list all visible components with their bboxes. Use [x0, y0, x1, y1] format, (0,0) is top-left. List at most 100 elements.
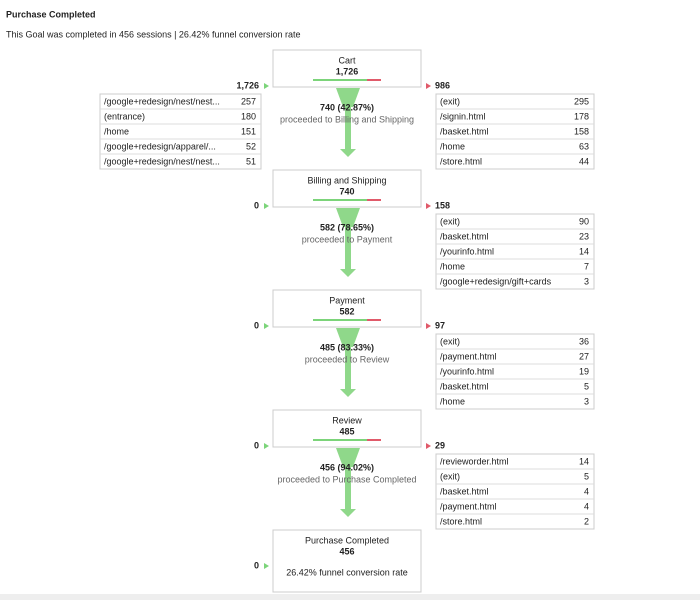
entrance-arrow	[264, 323, 269, 329]
proceed-bar	[313, 79, 367, 81]
row-value: 52	[246, 141, 256, 151]
step-box	[272, 529, 422, 593]
step-name: Purchase Completed	[305, 535, 389, 545]
entrance-arrow	[264, 203, 269, 209]
conversion-note: 26.42% funnel conversion rate	[286, 567, 408, 577]
arrow-head	[340, 509, 356, 517]
row-label: /basket.html	[440, 486, 489, 496]
step-name: Review	[332, 415, 362, 425]
table	[435, 453, 595, 530]
row-value: 151	[241, 126, 256, 136]
row-label: (exit)	[440, 216, 460, 226]
row-label: /payment.html	[440, 501, 497, 511]
funnel-shape	[336, 208, 360, 227]
proceed-count: 582 (78.65%)	[320, 222, 374, 232]
arrow-shaft	[345, 347, 351, 391]
table	[435, 333, 595, 410]
exit-arrow	[426, 443, 431, 449]
row-label: /yourinfo.html	[440, 366, 494, 376]
row-value: 5	[584, 471, 589, 481]
entrances: 0	[254, 320, 259, 330]
step-count: 740	[339, 186, 354, 196]
row-value: 44	[579, 156, 589, 166]
step-name: Payment	[329, 295, 365, 305]
row-value: 90	[579, 216, 589, 226]
step-count: 582	[339, 306, 354, 316]
row-label: /home	[440, 261, 465, 271]
row-label: /basket.html	[440, 231, 489, 241]
exits: 986	[435, 80, 450, 90]
table	[435, 93, 595, 170]
exit-arrow	[426, 83, 431, 89]
row-label: /home	[440, 141, 465, 151]
row-value: 5	[584, 381, 589, 391]
row-value: 158	[574, 126, 589, 136]
row-label: /home	[104, 126, 129, 136]
exits: 97	[435, 320, 445, 330]
row-label: /basket.html	[440, 381, 489, 391]
row-value: 63	[579, 141, 589, 151]
row-value: 14	[579, 456, 589, 466]
entrance-arrow	[264, 443, 269, 449]
table	[99, 93, 262, 170]
step-count: 1,726	[336, 66, 359, 76]
proceed-text: proceeded to Review	[305, 354, 390, 364]
exit-bar	[367, 439, 381, 441]
row-label: (exit)	[440, 471, 460, 481]
subtitle: This Goal was completed in 456 sessions …	[6, 29, 301, 39]
exit-bar	[367, 79, 381, 81]
entrances: 0	[254, 440, 259, 450]
proceed-text: proceeded to Purchase Completed	[277, 474, 416, 484]
funnel-shape	[336, 328, 360, 347]
table	[435, 213, 595, 290]
proceed-count: 740 (42.87%)	[320, 102, 374, 112]
footer-strip	[0, 594, 700, 600]
row-label: /payment.html	[440, 351, 497, 361]
row-value: 19	[579, 366, 589, 376]
entrance-arrow	[264, 83, 269, 89]
exit-arrow	[426, 323, 431, 329]
exits: 29	[435, 440, 445, 450]
arrow-shaft	[345, 467, 351, 511]
row-label: (exit)	[440, 96, 460, 106]
step-count: 456	[339, 546, 354, 556]
arrow-shaft	[345, 107, 351, 151]
row-label: /google+redesign/gift+cards	[440, 276, 552, 286]
proceed-count: 485 (83.33%)	[320, 342, 374, 352]
step-count: 485	[339, 426, 354, 436]
row-value: 3	[584, 276, 589, 286]
row-value: 14	[579, 246, 589, 256]
arrow-head	[340, 389, 356, 397]
entrances: 0	[254, 560, 259, 570]
row-value: 7	[584, 261, 589, 271]
row-value: 4	[584, 501, 589, 511]
entrances: 0	[254, 200, 259, 210]
exit-bar	[367, 199, 381, 201]
row-value: 178	[574, 111, 589, 121]
arrow-head	[340, 149, 356, 157]
row-label: /signin.html	[440, 111, 486, 121]
proceed-text: proceeded to Payment	[302, 234, 393, 244]
arrow-shaft	[345, 227, 351, 271]
row-label: /basket.html	[440, 126, 489, 136]
row-value: 4	[584, 486, 589, 496]
exit-bar	[367, 319, 381, 321]
row-label: /google+redesign/nest/nest...	[104, 96, 220, 106]
exits: 158	[435, 200, 450, 210]
step-name: Billing and Shipping	[307, 175, 386, 185]
row-label: /google+redesign/nest/nest...	[104, 156, 220, 166]
row-value: 295	[574, 96, 589, 106]
row-label: /store.html	[440, 516, 482, 526]
row-label: (entrance)	[104, 111, 145, 121]
row-value: 27	[579, 351, 589, 361]
row-value: 180	[241, 111, 256, 121]
proceed-bar	[313, 199, 367, 201]
title: Purchase Completed	[6, 9, 96, 19]
proceed-text: proceeded to Billing and Shipping	[280, 114, 414, 124]
row-value: 257	[241, 96, 256, 106]
row-value: 3	[584, 396, 589, 406]
entrances: 1,726	[236, 80, 259, 90]
arrow-head	[340, 269, 356, 277]
row-value: 36	[579, 336, 589, 346]
